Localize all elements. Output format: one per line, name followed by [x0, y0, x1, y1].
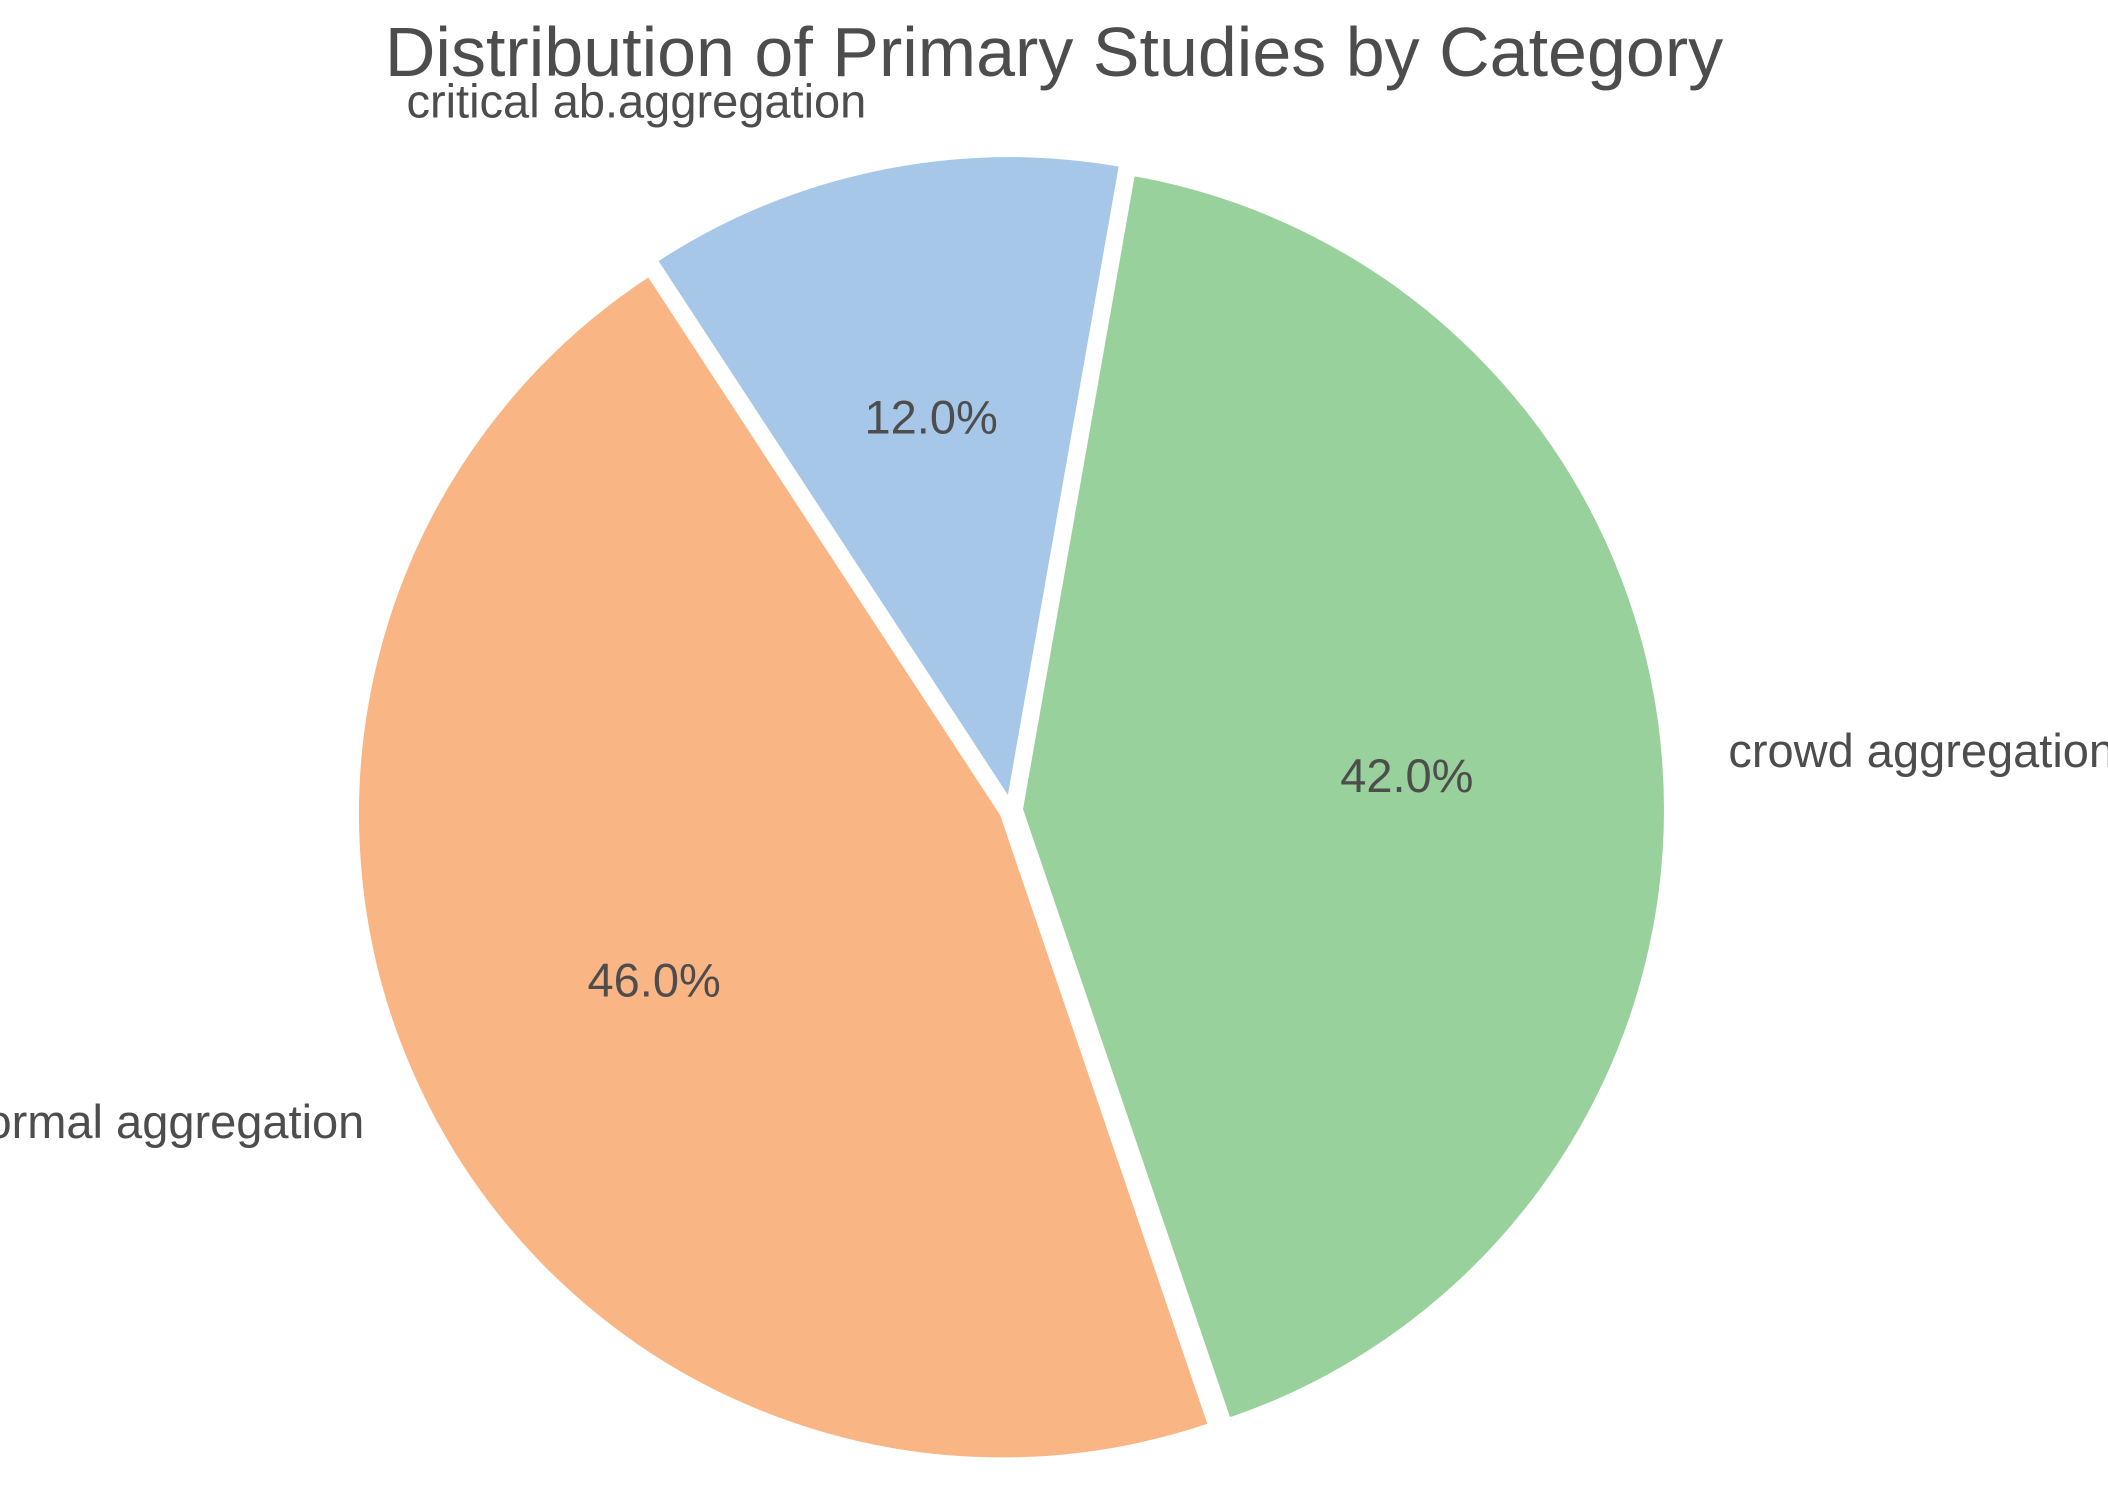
percent-label-abnormal-aggregation: 46.0%	[588, 953, 721, 1006]
category-label-crowd-aggregation: crowd aggregation	[1728, 724, 2108, 777]
category-label-critical-ab-aggregation: critical ab.aggregation	[406, 75, 866, 128]
category-label-abnormal-aggregation: abnormal aggregation	[0, 1095, 364, 1148]
pie-slice-abnormal-aggregation	[355, 271, 1213, 1462]
chart-title: Distribution of Primary Studies by Categ…	[385, 13, 1723, 91]
percent-label-critical-ab-aggregation: 12.0%	[865, 391, 998, 444]
percent-labels: 42.0% 46.0% 12.0%	[588, 391, 1474, 1007]
pie-slices	[355, 153, 1668, 1462]
category-labels: crowd aggregation abnormal aggregation cri…	[0, 75, 2108, 1148]
pie-slice-critical-ab-aggregation	[653, 153, 1124, 806]
percent-label-crowd-aggregation: 42.0%	[1340, 749, 1473, 802]
pie-slice-crowd-aggregation	[1018, 171, 1668, 1423]
